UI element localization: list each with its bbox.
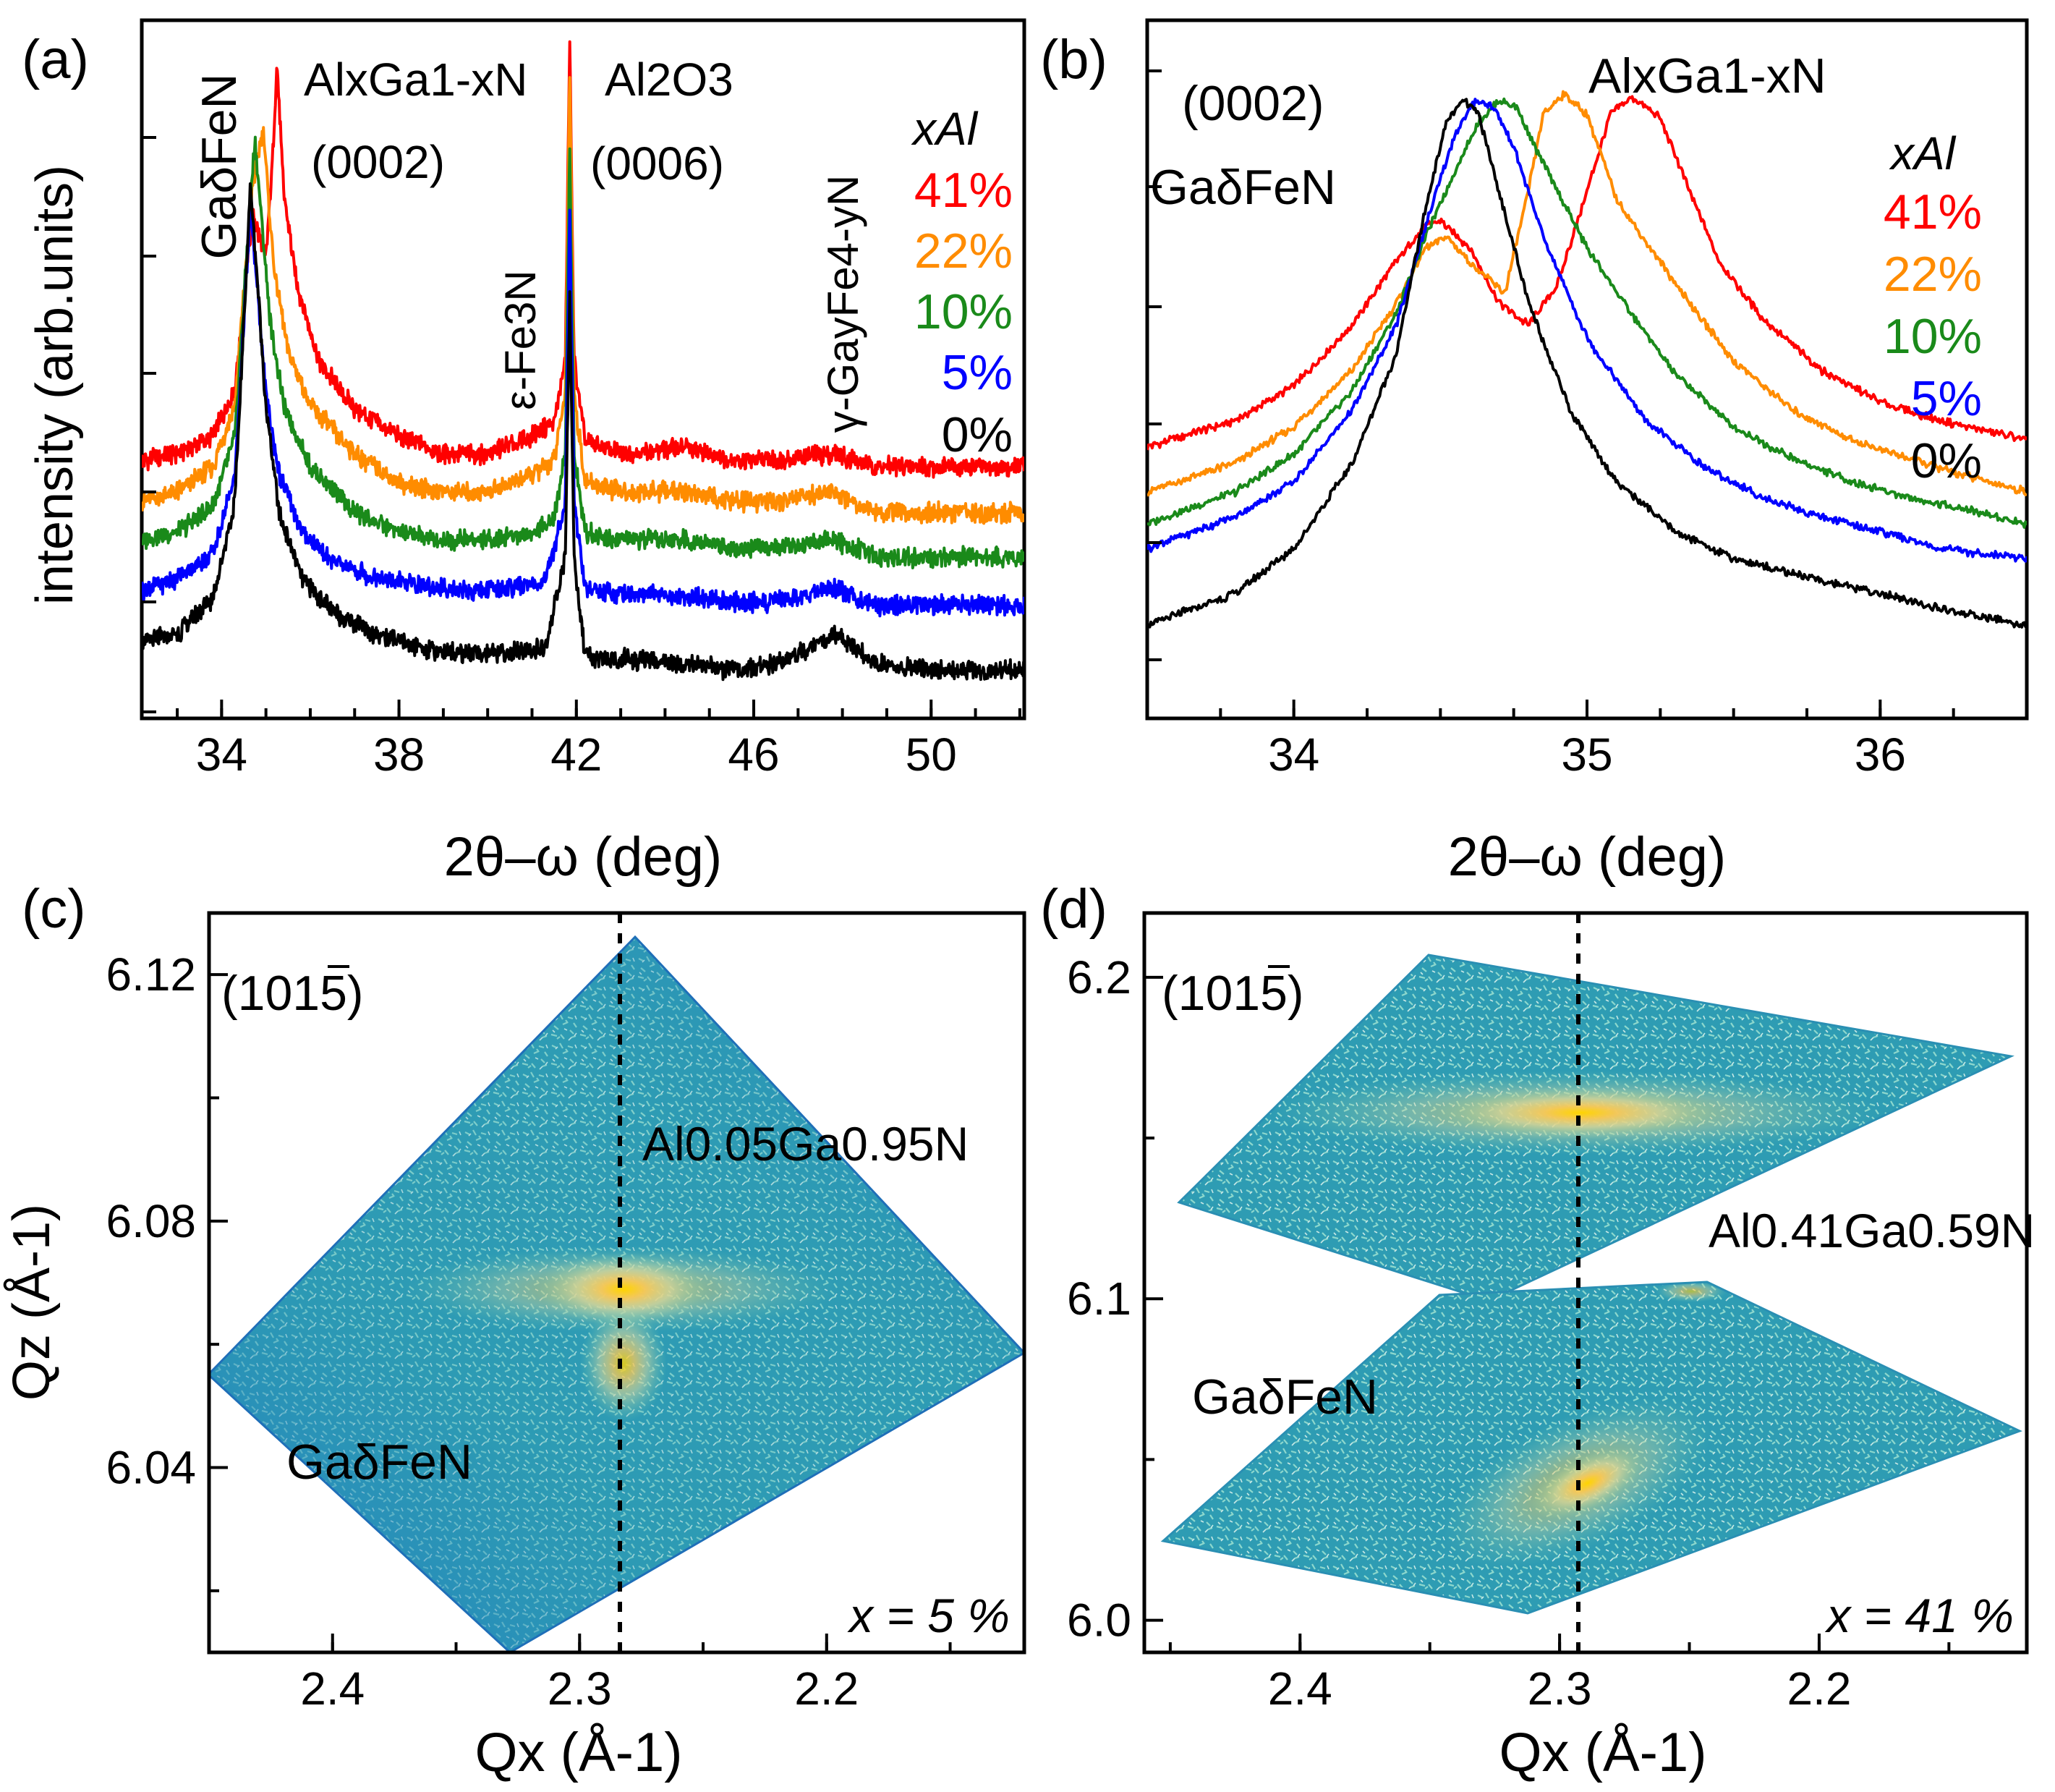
panel-a-xlabel: 2θ–ω (deg)	[444, 826, 723, 888]
panel-c-y-tick-label: 6.12	[106, 948, 196, 1001]
panel-b-legend-5: 5%	[1911, 371, 1982, 426]
panel-b-curves	[1147, 90, 2027, 629]
panel-a-x-tick-label: 34	[196, 729, 247, 781]
panel-d-y-tick-label: 6.1	[1067, 1273, 1131, 1325]
panel-b-legend-0: 0%	[1911, 433, 1982, 488]
panel-d-label: (d)	[1040, 878, 1107, 940]
panel-c-xlabel: Qx (Å-1)	[475, 1722, 682, 1783]
panel-b-legend-22: 22%	[1884, 247, 1982, 302]
peak-label-0002: (0002)	[311, 136, 445, 188]
panel-b-legend-41: 41%	[1884, 184, 1982, 239]
panel-b-legend-title: xAl	[1889, 127, 1957, 179]
panel-d-xticks: 2.4 2.3 2.2	[1168, 1634, 1951, 1715]
panel-d-yticks: 6.0 6.1 6.2	[1067, 951, 1163, 1647]
panel-c-xticks: 2.4 2.3 2.2	[208, 1634, 952, 1715]
panel-c-y-tick-label: 6.04	[106, 1442, 196, 1494]
peak-label-d-1015: (1015)	[1162, 966, 1304, 1021]
panel-d-map	[1160, 954, 2022, 1615]
peak-label-al2o3: Al2O3	[605, 54, 733, 106]
panel-a-frame	[140, 18, 1026, 721]
panel-c-frame	[207, 911, 1026, 1655]
panel-b-legend-10: 10%	[1884, 309, 1982, 364]
panel-b-peak-labels: (0002) GaδFeN AlxGa1-xN	[1150, 48, 1826, 215]
peak-label-c-1015: (1015)	[221, 966, 364, 1021]
panel-d-x-tick-label: 2.2	[1787, 1663, 1851, 1715]
panel-b-series-5pct	[1147, 98, 2027, 563]
panel-d-x-tick-label: 2.4	[1268, 1663, 1332, 1715]
panel-c-x-tick-label: 2.4	[300, 1663, 365, 1715]
panel-d-y-tick-label: 6.0	[1067, 1594, 1131, 1647]
panel-a-legend-0: 0%	[942, 407, 1013, 462]
panel-b-series-10pct	[1147, 97, 2027, 529]
peak-label-gadfen: GaδFeN	[192, 73, 247, 259]
peak-glow-c-gadfen	[580, 1306, 667, 1422]
panel-b: 34 35 36 (b) 2θ–ω (deg) (0002) GaδFeN AlxG…	[1040, 18, 2029, 888]
panel-b-x-tick-label: 36	[1855, 729, 1906, 781]
panel-b-series-41pct	[1147, 95, 2027, 451]
peak-label-0006: (0006)	[590, 137, 724, 190]
panel-a-x-tick-label: 50	[906, 729, 957, 781]
panel-d-frame	[1142, 911, 2029, 1655]
panel-c-ylabel: Qz (Å-1)	[3, 1204, 61, 1401]
panel-c-composition: x = 5 %	[847, 1589, 1010, 1642]
panel-b-xticks: 34 35 36	[1146, 700, 2028, 781]
panel-b-x-tick-label: 35	[1561, 729, 1612, 781]
panel-c-map	[209, 935, 1024, 1652]
panel-a-legend: xAl 41% 22% 10% 5% 0%	[911, 103, 1013, 462]
panel-b-series-0pct	[1147, 98, 2027, 629]
panel-a-series-5pct	[142, 208, 1024, 618]
peak-label-b-algan: AlxGa1-xN	[1588, 48, 1826, 103]
panel-a-legend-5: 5%	[942, 345, 1013, 400]
panel-a-legend-title: xAl	[911, 103, 979, 155]
peak-label-d-algan: Al0.41Ga0.59N	[1709, 1204, 2035, 1257]
panel-b-yticks	[1147, 69, 1162, 661]
panel-b-series-22pct	[1147, 90, 2027, 497]
panel-a-xticks: 34 38 42 46 50	[176, 700, 1021, 781]
peak-glow-d-corner	[1655, 1282, 1727, 1302]
panel-d-composition: x = 41 %	[1824, 1589, 2014, 1642]
panel-a-legend-41: 41%	[914, 163, 1013, 218]
panel-b-xlabel: 2θ–ω (deg)	[1448, 826, 1727, 888]
panel-d-y-tick-label: 6.2	[1067, 951, 1131, 1003]
panel-c-x-tick-label: 2.3	[548, 1663, 612, 1715]
panel-d-x-tick-label: 2.3	[1528, 1663, 1592, 1715]
panel-a-legend-22: 22%	[914, 224, 1013, 279]
peak-label-b-0002: (0002)	[1182, 76, 1324, 131]
panel-a-series-10pct	[142, 135, 1024, 569]
panel-a-curves	[142, 40, 1024, 681]
peak-glow-c-algan	[537, 1253, 710, 1325]
panel-b-x-tick-label: 34	[1268, 729, 1319, 781]
peak-glow-d-algan	[1436, 1087, 1725, 1139]
panel-a-x-tick-label: 38	[373, 729, 425, 781]
peak-label-d-gadfen: GaδFeN	[1192, 1370, 1378, 1424]
panel-a-yticks	[142, 136, 156, 713]
peak-label-fe3n: ε-Fe3N	[496, 270, 545, 409]
panel-a-x-tick-label: 42	[550, 729, 602, 781]
panel-c-yticks: 6.04 6.08 6.12	[106, 948, 228, 1592]
panel-a-x-tick-label: 46	[728, 729, 779, 781]
peak-label-algan: AlxGa1-xN	[304, 54, 527, 106]
peak-label-gafen-gamma: γ-GayFe4-yN	[819, 175, 867, 433]
panel-c-y-tick-label: 6.08	[106, 1195, 196, 1247]
panel-c-x-tick-label: 2.2	[794, 1663, 859, 1715]
panel-a-ylabel: intensity (arb.units)	[26, 165, 84, 605]
peak-label-b-gadfen: GaδFeN	[1150, 160, 1336, 215]
peak-label-c-gadfen: GaδFeN	[286, 1435, 472, 1490]
panel-a-series-22pct	[142, 76, 1024, 525]
peak-glow-d-gadfen	[1531, 1447, 1645, 1519]
panel-d: 2.4 2.3 2.2 6.06.16.2 (d) Qx (Å-1) (1015) …	[1040, 878, 2035, 1783]
peak-label-c-algan: Al0.05Ga0.95N	[642, 1117, 969, 1171]
panel-d-xlabel: Qx (Å-1)	[1499, 1722, 1706, 1783]
panel-b-label: (b)	[1040, 29, 1107, 90]
panel-a-series-41pct	[142, 40, 1024, 479]
panel-a: 34 38 42 46 50 (a) intensity (arb.units) 2θ–…	[22, 18, 1026, 888]
panel-a-series-0pct	[142, 182, 1024, 681]
panel-a-label: (a)	[22, 29, 89, 90]
panel-c-label: (c)	[22, 878, 86, 940]
panel-a-peak-labels: GaδFeN AlxGa1-xN (0002) Al2O3 (0006) ε-F…	[192, 54, 867, 433]
panel-a-legend-10: 10%	[914, 284, 1013, 339]
panel-b-legend: xAl 41% 22% 10% 5% 0%	[1884, 127, 1982, 488]
panel-c: 2.4 2.3 2.2 6.04 6.08 6.12 (c) Qz (Å-1) Qx (…	[3, 878, 1026, 1783]
